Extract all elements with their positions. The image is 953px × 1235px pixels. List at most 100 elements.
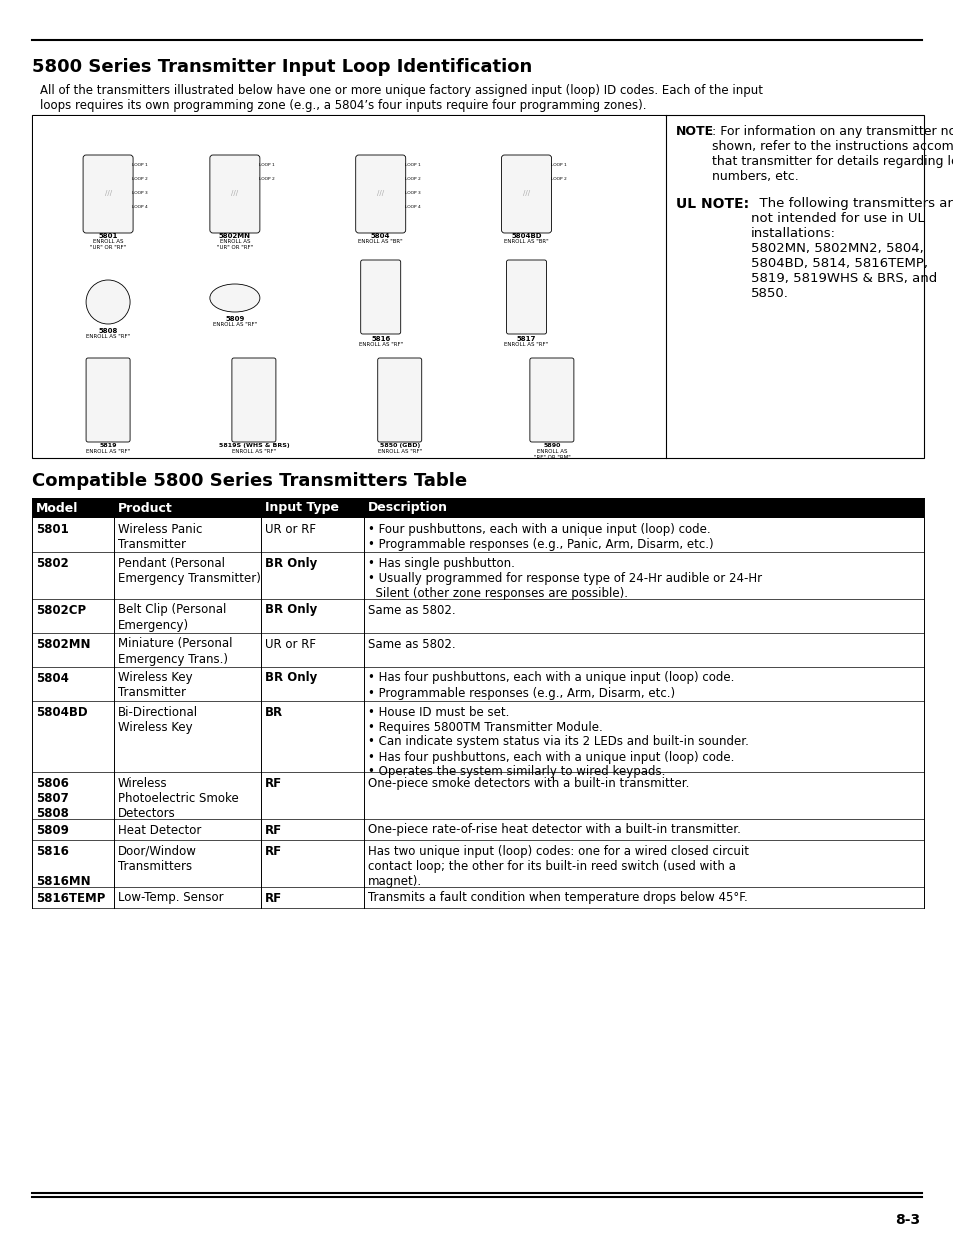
Text: ENROLL AS "RF": ENROLL AS "RF" (86, 450, 130, 454)
Text: ENROLL AS
"UR" OR "RF": ENROLL AS "UR" OR "RF" (90, 240, 126, 249)
Text: Low-Temp. Sensor: Low-Temp. Sensor (118, 892, 223, 904)
Text: Belt Clip (Personal
Emergency): Belt Clip (Personal Emergency) (118, 604, 226, 631)
Text: Transmits a fault condition when temperature drops below 45°F.: Transmits a fault condition when tempera… (368, 892, 747, 904)
Text: • Has four pushbuttons, each with a unique input (loop) code.
• Programmable res: • Has four pushbuttons, each with a uniq… (368, 672, 734, 699)
Bar (32, 667, 923, 700)
FancyBboxPatch shape (83, 156, 132, 233)
Text: LOOP 2: LOOP 2 (258, 177, 274, 182)
Bar (32, 632, 923, 667)
Text: UL NOTE:: UL NOTE: (676, 198, 748, 211)
Text: Heat Detector: Heat Detector (118, 824, 201, 836)
Text: LOOP 3: LOOP 3 (132, 191, 148, 195)
Text: LOOP 1: LOOP 1 (258, 163, 274, 167)
Text: ENROLL AS
"UR" OR "RF": ENROLL AS "UR" OR "RF" (216, 240, 253, 249)
Text: Product: Product (118, 501, 172, 515)
Text: 5816TEMP: 5816TEMP (36, 892, 105, 904)
Bar (32, 115, 923, 458)
Bar (32, 840, 923, 887)
Text: 5801: 5801 (98, 233, 117, 240)
Text: UR or RF: UR or RF (265, 522, 315, 536)
FancyBboxPatch shape (355, 156, 405, 233)
Text: LOOP 2: LOOP 2 (550, 177, 566, 182)
Text: 5802MN: 5802MN (36, 637, 91, 651)
Text: UR or RF: UR or RF (265, 637, 315, 651)
Bar (32, 772, 923, 819)
Text: Bi-Directional
Wireless Key: Bi-Directional Wireless Key (118, 705, 198, 734)
Text: The following transmitters are
not intended for use in UL
installations:
5802MN,: The following transmitters are not inten… (750, 198, 953, 300)
Text: RF: RF (265, 892, 282, 904)
Text: 8-3: 8-3 (894, 1213, 919, 1228)
Text: ENROLL AS "BR": ENROLL AS "BR" (358, 240, 402, 245)
Text: ///: /// (376, 190, 384, 196)
Text: RF: RF (265, 845, 282, 858)
FancyBboxPatch shape (377, 358, 421, 442)
Text: 5802MN: 5802MN (218, 233, 251, 240)
Text: ENROLL AS "RF": ENROLL AS "RF" (213, 322, 256, 327)
Text: Description: Description (368, 501, 447, 515)
Text: LOOP 1: LOOP 1 (404, 163, 420, 167)
Bar (32, 887, 923, 908)
Text: Wireless Key
Transmitter: Wireless Key Transmitter (118, 672, 193, 699)
Text: NOTE: NOTE (676, 125, 714, 138)
Text: BR Only: BR Only (265, 557, 317, 571)
Text: Model: Model (36, 501, 78, 515)
Text: Same as 5802.: Same as 5802. (368, 604, 455, 616)
Text: 5808: 5808 (98, 329, 117, 333)
Text: ENROLL AS "RF": ENROLL AS "RF" (504, 342, 548, 347)
Text: ///: /// (105, 190, 112, 196)
Text: LOOP 4: LOOP 4 (132, 205, 148, 209)
Text: Input Type: Input Type (265, 501, 339, 515)
Text: 5802CP: 5802CP (36, 604, 86, 616)
Text: • Four pushbuttons, each with a unique input (loop) code.
• Programmable respons: • Four pushbuttons, each with a unique i… (368, 522, 713, 551)
Text: ENROLL AS "RF": ENROLL AS "RF" (86, 333, 130, 338)
FancyBboxPatch shape (86, 358, 130, 442)
Text: LOOP 3: LOOP 3 (404, 191, 420, 195)
Text: ENROLL AS "BR": ENROLL AS "BR" (504, 240, 548, 245)
Bar (32, 819, 923, 840)
Text: One-piece smoke detectors with a built-in transmitter.: One-piece smoke detectors with a built-i… (368, 777, 688, 790)
Bar (32, 498, 923, 517)
Ellipse shape (210, 284, 259, 312)
Text: ///: /// (231, 190, 238, 196)
Text: Compatible 5800 Series Transmitters Table: Compatible 5800 Series Transmitters Tabl… (32, 472, 467, 490)
Bar (32, 552, 923, 599)
Text: LOOP 2: LOOP 2 (132, 177, 148, 182)
FancyBboxPatch shape (210, 156, 259, 233)
Circle shape (86, 280, 130, 324)
Text: LOOP 1: LOOP 1 (550, 163, 566, 167)
Text: • Has single pushbutton.
• Usually programmed for response type of 24-Hr audible: • Has single pushbutton. • Usually progr… (368, 557, 761, 600)
Text: RF: RF (265, 824, 282, 836)
Text: 5800 Series Transmitter Input Loop Identification: 5800 Series Transmitter Input Loop Ident… (32, 58, 532, 77)
Text: One-piece rate-of-rise heat detector with a built-in transmitter.: One-piece rate-of-rise heat detector wit… (368, 824, 740, 836)
Text: All of the transmitters illustrated below have one or more unique factory assign: All of the transmitters illustrated belo… (40, 84, 762, 112)
Text: Miniature (Personal
Emergency Trans.): Miniature (Personal Emergency Trans.) (118, 637, 233, 666)
Text: 5804: 5804 (371, 233, 390, 240)
Text: • House ID must be set.
• Requires 5800TM Transmitter Module.
• Can indicate sys: • House ID must be set. • Requires 5800T… (368, 705, 748, 778)
Text: LOOP 1: LOOP 1 (132, 163, 148, 167)
Bar (32, 517, 923, 552)
Text: 5804BD: 5804BD (511, 233, 541, 240)
Bar (32, 700, 923, 772)
Text: 5890: 5890 (542, 443, 560, 448)
Text: 5816

5816MN: 5816 5816MN (36, 845, 91, 888)
Text: BR Only: BR Only (265, 672, 317, 684)
Text: 5801: 5801 (36, 522, 69, 536)
Text: Wireless
Photoelectric Smoke
Detectors: Wireless Photoelectric Smoke Detectors (118, 777, 238, 820)
Text: Has two unique input (loop) codes: one for a wired closed circuit
contact loop; : Has two unique input (loop) codes: one f… (368, 845, 748, 888)
Bar (32, 599, 923, 632)
Text: 5802: 5802 (36, 557, 69, 571)
FancyBboxPatch shape (360, 261, 400, 333)
FancyBboxPatch shape (501, 156, 551, 233)
Text: 5804BD: 5804BD (36, 705, 88, 719)
Text: 5809: 5809 (225, 316, 244, 322)
Text: BR: BR (265, 705, 283, 719)
Text: LOOP 4: LOOP 4 (404, 205, 420, 209)
Text: ENROLL AS "RF": ENROLL AS "RF" (377, 450, 421, 454)
Text: Same as 5802.: Same as 5802. (368, 637, 455, 651)
Text: LOOP 2: LOOP 2 (404, 177, 420, 182)
Text: 5809: 5809 (36, 824, 69, 836)
Text: 5804: 5804 (36, 672, 69, 684)
Text: BR Only: BR Only (265, 604, 317, 616)
Text: 5819: 5819 (99, 443, 116, 448)
Bar (33, 116, 664, 457)
